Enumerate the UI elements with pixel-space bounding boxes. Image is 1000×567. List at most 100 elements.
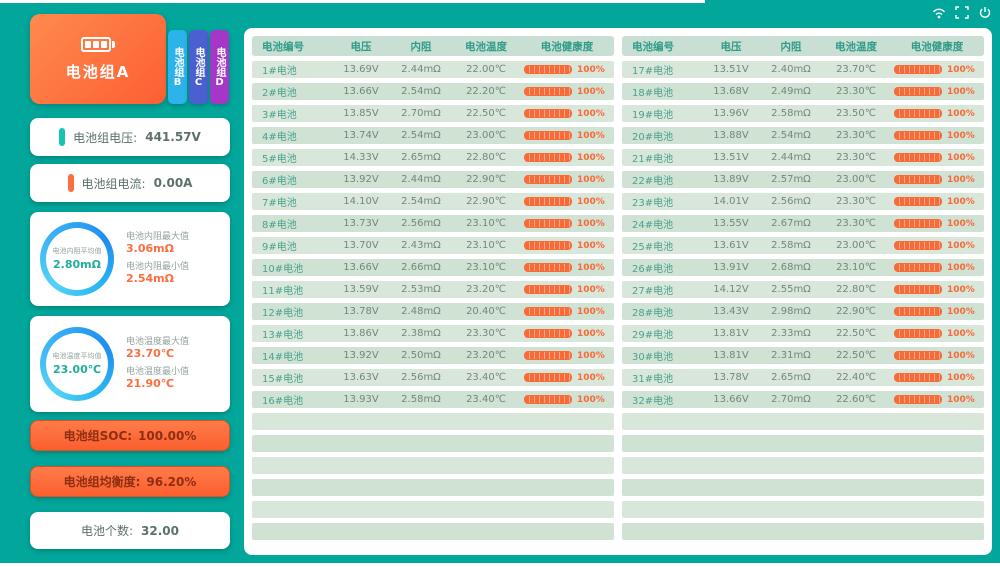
health-bar: [894, 351, 942, 360]
health-bar: [894, 241, 942, 250]
temperature-gauge: 电池温度平均值 23.00℃: [40, 327, 114, 401]
health-cell: 100%: [890, 285, 984, 295]
fullscreen-icon[interactable]: [955, 6, 969, 19]
battery-resistance: 2.40mΩ: [771, 64, 811, 75]
table-row: 7#电池 14.10V 2.54mΩ 22.90℃ 100%: [252, 193, 614, 210]
empty-row: [252, 523, 614, 540]
tab-battery-group-b[interactable]: 电池组B: [168, 30, 187, 104]
battery-resistance: 2.68mΩ: [771, 262, 811, 273]
health-cell: 100%: [520, 65, 614, 75]
tab-battery-group-c[interactable]: 电池组C: [189, 30, 208, 104]
health-bar: [524, 175, 572, 184]
health-bar: [894, 395, 942, 404]
battery-id: 19#电池: [632, 110, 674, 121]
battery-resistance: 2.98mΩ: [771, 306, 811, 317]
health-bar: [524, 285, 572, 294]
battery-group-selector: 电池组A 电池组B 电池组C 电池组D: [30, 14, 230, 104]
temperature-avg-value: 23.00℃: [52, 362, 102, 376]
battery-id: 16#电池: [262, 396, 304, 407]
battery-temperature: 22.90℃: [466, 174, 506, 185]
health-bar: [524, 351, 572, 360]
battery-voltage: 13.69V: [343, 64, 379, 75]
health-bar: [894, 65, 942, 74]
battery-id: 17#电池: [632, 66, 674, 77]
soc-card: 电池组SOC: 100.00%: [30, 420, 230, 451]
battery-resistance: 2.55mΩ: [771, 284, 811, 295]
battery-resistance: 2.54mΩ: [401, 196, 441, 207]
table-row: 27#电池 14.12V 2.55mΩ 22.80℃ 100%: [622, 281, 984, 298]
battery-voltage: 13.66V: [713, 394, 749, 405]
table-row: 20#电池 13.88V 2.54mΩ 23.30℃ 100%: [622, 127, 984, 144]
resistance-min-label: 电池内阻最小值: [126, 262, 190, 272]
group-current-value: 0.00A: [153, 176, 193, 190]
battery-voltage: 13.70V: [343, 240, 379, 251]
table-row: 15#电池 13.63V 2.56mΩ 23.40℃ 100%: [252, 369, 614, 386]
battery-icon: [81, 36, 115, 52]
battery-resistance: 2.65mΩ: [401, 152, 441, 163]
health-cell: 100%: [890, 197, 984, 207]
soc-value: 100.00%: [138, 428, 197, 443]
table-header: 电池编号 电压 内阻 电池温度 电池健康度: [252, 36, 614, 56]
battery-voltage: 13.61V: [713, 240, 749, 251]
health-cell: 100%: [890, 395, 984, 405]
table-row: 1#电池 13.69V 2.44mΩ 22.00℃ 100%: [252, 61, 614, 78]
health-cell: 100%: [520, 87, 614, 97]
health-cell: 100%: [520, 175, 614, 185]
health-percent: 100%: [577, 64, 605, 75]
battery-table-panel: 电池编号 电压 内阻 电池温度 电池健康度 1#电池 13.69V 2.44mΩ…: [244, 28, 992, 555]
health-cell: 100%: [520, 329, 614, 339]
battery-temperature: 22.40℃: [836, 372, 876, 383]
health-bar: [894, 285, 942, 294]
battery-temperature: 23.30℃: [836, 130, 876, 141]
balance-card: 电池组均衡度: 96.20%: [30, 466, 230, 497]
health-percent: 100%: [577, 306, 605, 317]
battery-id: 14#电池: [262, 352, 304, 363]
power-icon[interactable]: [978, 6, 992, 19]
battery-temperature: 23.70℃: [836, 64, 876, 75]
empty-row: [252, 501, 614, 518]
battery-voltage: 13.81V: [713, 328, 749, 339]
empty-row: [622, 523, 984, 540]
voltage-pill-icon: [59, 128, 66, 146]
battery-id: 8#电池: [262, 220, 297, 231]
battery-temperature: 23.30℃: [836, 152, 876, 163]
battery-id: 28#电池: [632, 308, 674, 319]
table-row: 18#电池 13.68V 2.49mΩ 23.30℃ 100%: [622, 83, 984, 100]
health-cell: 100%: [520, 219, 614, 229]
col-header-battery-id: 电池编号: [632, 40, 674, 53]
col-header-voltage: 电压: [720, 40, 742, 53]
battery-temperature: 23.10℃: [466, 240, 506, 251]
battery-count-card: 电池个数: 32.00: [30, 512, 230, 549]
table-row: 3#电池 13.85V 2.70mΩ 22.50℃ 100%: [252, 105, 614, 122]
battery-id: 24#电池: [632, 220, 674, 231]
group-current-label: 电池组电流:: [81, 176, 146, 191]
health-bar: [524, 65, 572, 74]
empty-row: [252, 457, 614, 474]
battery-temperature: 22.50℃: [836, 328, 876, 339]
battery-temperature: 23.10℃: [466, 262, 506, 273]
battery-id: 31#电池: [632, 374, 674, 385]
tab-battery-group-a[interactable]: 电池组A: [30, 14, 166, 104]
tab-battery-group-d[interactable]: 电池组D: [210, 30, 229, 104]
battery-temperature: 23.40℃: [466, 394, 506, 405]
health-cell: 100%: [890, 109, 984, 119]
battery-count-label: 电池个数:: [80, 524, 134, 538]
battery-temperature: 22.20℃: [466, 86, 506, 97]
empty-row: [622, 457, 984, 474]
battery-resistance: 2.49mΩ: [771, 86, 811, 97]
battery-temperature: 20.40℃: [466, 306, 506, 317]
table-row: 2#电池 13.66V 2.54mΩ 22.20℃ 100%: [252, 83, 614, 100]
battery-voltage: 14.12V: [713, 284, 749, 295]
table-row: 24#电池 13.55V 2.67mΩ 23.30℃ 100%: [622, 215, 984, 232]
wifi-icon[interactable]: [932, 6, 946, 19]
health-percent: 100%: [577, 174, 605, 185]
battery-id: 18#电池: [632, 88, 674, 99]
battery-resistance: 2.56mΩ: [771, 196, 811, 207]
health-bar: [894, 175, 942, 184]
battery-temperature: 22.50℃: [466, 108, 506, 119]
battery-resistance: 2.58mΩ: [771, 108, 811, 119]
battery-id: 9#电池: [262, 242, 297, 253]
battery-id: 1#电池: [262, 66, 297, 77]
resistance-card: 电池内阻平均值 2.80mΩ 电池内阻最大值 3.06mΩ 电池内阻最小值 2.…: [30, 212, 230, 306]
health-bar: [894, 307, 942, 316]
